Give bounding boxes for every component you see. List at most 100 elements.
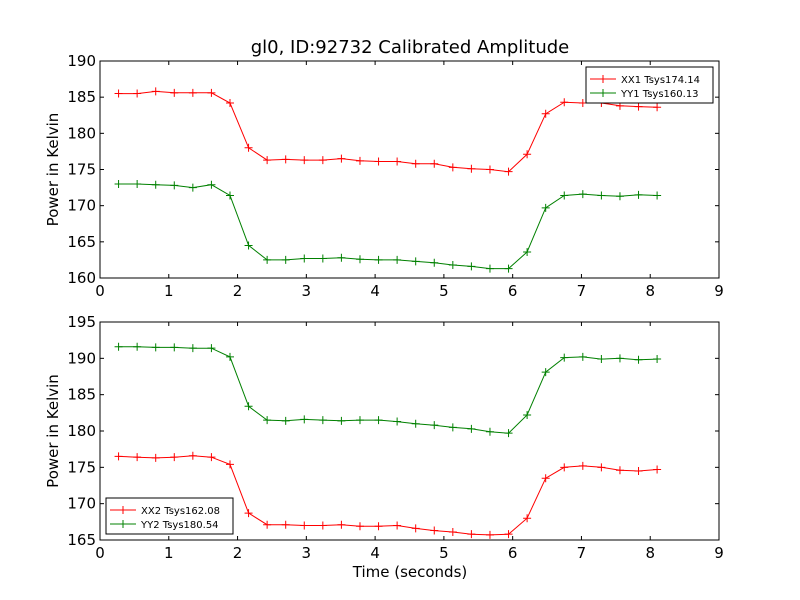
data-point-marker <box>337 520 346 529</box>
x-tick-label: 9 <box>714 282 724 300</box>
top-subplot: 0 1 2 3 4 5 6 7 8 9 160 165 170 175 180 185 190 Power in … <box>44 52 724 300</box>
data-point-marker <box>578 190 587 199</box>
data-point-marker <box>485 427 494 436</box>
data-point-marker <box>578 98 587 107</box>
data-point-marker <box>578 352 587 361</box>
x-tick-label: 5 <box>439 282 449 300</box>
data-point-marker <box>225 460 234 469</box>
data-point-marker <box>207 453 216 462</box>
x-tick-label: 5 <box>439 544 449 562</box>
data-point-marker <box>467 262 476 271</box>
data-point-marker <box>114 342 123 351</box>
data-point-marker <box>393 417 402 426</box>
data-point-marker <box>430 159 439 168</box>
y-tick-label: 195 <box>67 313 96 331</box>
data-point-marker <box>615 466 624 475</box>
data-point-marker <box>355 416 364 425</box>
data-point-marker <box>207 180 216 189</box>
data-point-marker <box>448 260 457 269</box>
data-point-marker <box>188 88 197 97</box>
data-point-marker <box>411 419 420 428</box>
legend-entry-label: YY1 Tsys160.13 <box>620 89 699 100</box>
y-tick-label: 170 <box>67 495 96 513</box>
data-point-marker <box>114 89 123 98</box>
y-tick-label: 180 <box>67 124 96 142</box>
data-point-marker <box>170 453 179 462</box>
data-point-marker <box>374 255 383 264</box>
data-point-marker <box>615 354 624 363</box>
data-point-marker <box>133 179 142 188</box>
data-point-marker <box>207 344 216 353</box>
data-point-marker <box>634 102 643 111</box>
x-tick-label: 3 <box>302 544 312 562</box>
data-point-marker <box>225 352 234 361</box>
y-axis-label: Power in Kelvin <box>44 113 62 227</box>
legend-box <box>585 66 714 104</box>
data-point-marker <box>393 255 402 264</box>
x-tick-label: 8 <box>645 282 655 300</box>
data-point-marker <box>300 415 309 424</box>
data-point-marker <box>523 411 532 420</box>
data-point-marker <box>244 509 253 518</box>
data-point-marker <box>541 109 550 118</box>
y-tick-label: 165 <box>67 233 96 251</box>
data-point-marker <box>244 241 253 250</box>
data-point-marker <box>281 255 290 264</box>
legend: XX1 Tsys174.14 YY1 Tsys160.13 <box>585 66 714 104</box>
data-point-marker <box>133 342 142 351</box>
data-point-marker <box>337 154 346 163</box>
legend-marker-swatch <box>599 75 607 83</box>
data-point-marker <box>411 257 420 266</box>
bottom-subplot: 0 1 2 3 4 5 6 7 8 9 165 170 175 180 185 190 195 Power in … <box>44 313 724 562</box>
data-point-marker <box>653 103 662 112</box>
data-point-marker <box>225 191 234 200</box>
x-tick-label: 7 <box>577 544 587 562</box>
x-tick-label: 3 <box>302 282 312 300</box>
data-point-marker <box>560 98 569 107</box>
data-point-marker <box>188 451 197 460</box>
data-point-marker <box>485 264 494 273</box>
y-tick-label: 165 <box>67 531 96 549</box>
data-point-marker <box>244 143 253 152</box>
x-tick-label: 1 <box>164 544 174 562</box>
data-point-marker <box>411 524 420 533</box>
legend-marker-swatch <box>119 506 127 514</box>
data-point-marker <box>263 520 272 529</box>
x-tick-label: 2 <box>233 544 243 562</box>
legend-marker-swatch <box>119 520 127 528</box>
data-point-marker <box>225 98 234 107</box>
data-point-marker <box>634 190 643 199</box>
x-tick-label: 6 <box>508 282 518 300</box>
x-tick-label: 9 <box>714 544 724 562</box>
data-point-marker <box>170 88 179 97</box>
data-point-marker <box>393 521 402 530</box>
data-point-marker <box>318 521 327 530</box>
y-tick-label: 160 <box>67 269 96 287</box>
data-point-marker <box>300 521 309 530</box>
data-point-marker <box>355 522 364 531</box>
x-tick-label: 8 <box>645 544 655 562</box>
data-point-marker <box>430 258 439 267</box>
data-point-marker <box>504 264 513 273</box>
data-point-marker <box>151 180 160 189</box>
data-point-marker <box>634 355 643 364</box>
data-point-marker <box>281 416 290 425</box>
data-point-marker <box>560 463 569 472</box>
data-point-marker <box>560 191 569 200</box>
legend-marker-swatch <box>599 89 607 97</box>
x-tick-label: 4 <box>370 282 380 300</box>
data-point-marker <box>393 157 402 166</box>
data-point-marker <box>504 530 513 539</box>
data-point-marker <box>467 164 476 173</box>
data-point-marker <box>355 255 364 264</box>
x-tick-label: 0 <box>95 282 105 300</box>
data-point-marker <box>448 423 457 432</box>
x-tick-label: 2 <box>233 282 243 300</box>
data-point-marker <box>467 424 476 433</box>
legend-entry-label: XX2 Tsys162.08 <box>141 506 220 517</box>
y-tick-label: 190 <box>67 349 96 367</box>
data-point-marker <box>188 183 197 192</box>
data-point-marker <box>300 254 309 263</box>
y-tick-label: 190 <box>67 52 96 70</box>
